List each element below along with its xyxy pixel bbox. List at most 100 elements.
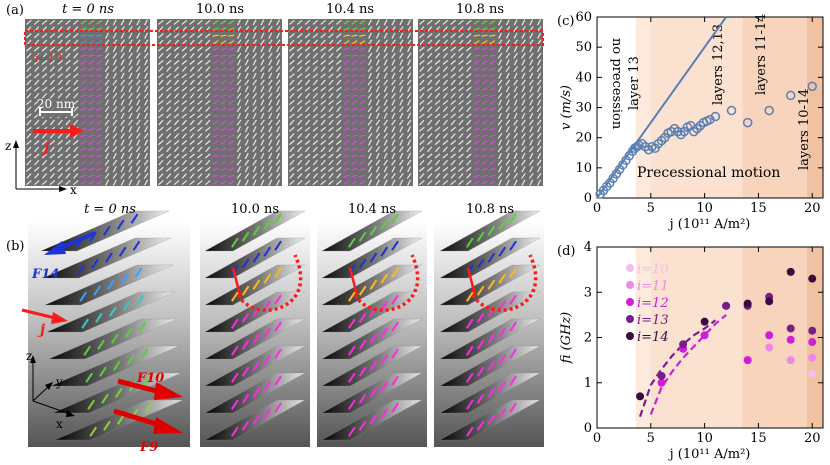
x-tick-label: 5 (647, 431, 655, 446)
region-label: layers 10-14 (797, 89, 812, 170)
legend-marker (626, 281, 634, 289)
legend-marker (626, 332, 634, 340)
legend-label: i=10 (637, 262, 669, 277)
x-tick-label: 10 (696, 431, 713, 446)
data-point (679, 340, 688, 349)
region-band (806, 17, 823, 198)
data-point (785, 90, 796, 101)
panel-label: (d) (557, 244, 575, 259)
region-label: layers 11-14 (754, 14, 769, 95)
data-point (786, 324, 795, 333)
layer-label: i=13 (35, 52, 62, 65)
region-band (650, 247, 743, 428)
data-point (765, 331, 774, 340)
fit-line (596, 16, 727, 199)
region-band (742, 17, 807, 198)
y-tick-label: 2 (584, 331, 592, 346)
current-label-b: j (37, 322, 45, 338)
data-point (786, 356, 795, 365)
panel-b-time-3: 10.8 ns (466, 202, 514, 217)
data-point (726, 105, 737, 116)
y-tick-label: 10 (575, 161, 592, 176)
legend-marker (626, 298, 634, 306)
y-tick-label: 1 (584, 376, 592, 391)
axis-y-b (32, 385, 50, 402)
y-tick-label: 50 (575, 40, 592, 55)
force-label-14: F14 (31, 267, 59, 282)
x-tick-label: 15 (750, 201, 767, 216)
x-axis-label: j (10¹¹ A/m²) (668, 217, 751, 232)
x-tick-label: 10 (696, 201, 713, 216)
current-label-a: j (41, 140, 49, 156)
axis-x-label-a: x (70, 183, 77, 197)
panel-a-time-0: t = 0 ns (62, 2, 114, 17)
x-tick-label: 0 (593, 431, 601, 446)
data-point (808, 353, 817, 362)
data-point (764, 105, 774, 116)
region-label: layers 12,13 (711, 24, 726, 105)
panel-b-time-2: 10.4 ns (348, 202, 396, 217)
axis-y-label-b: y (55, 375, 63, 389)
data-point (765, 297, 774, 306)
scale-bar-label: 20 nm (37, 97, 76, 111)
force-arrow-9 (113, 408, 161, 428)
force-label-10: F10 (136, 371, 164, 386)
current-arrow-b (21, 308, 56, 320)
data-point (808, 326, 817, 335)
y-axis-label: fi (GHz) (559, 312, 574, 365)
force-arrow-10 (117, 378, 161, 395)
x-tick-label: 5 (647, 201, 655, 216)
legend-label: i=14 (637, 330, 669, 345)
y-axis-label: v (m/s) (559, 85, 574, 130)
data-point (700, 331, 709, 340)
panel-b-time-0: t = 0 ns (84, 202, 136, 217)
panel-a-time-1: 10.0 ns (196, 2, 244, 17)
region-band (650, 17, 743, 198)
y-tick-label: 60 (575, 10, 592, 25)
y-tick-label: 40 (575, 70, 592, 85)
force-arrow-14 (57, 231, 96, 251)
legend-marker (626, 315, 634, 323)
data-point (657, 371, 666, 380)
fit-curve (639, 319, 717, 418)
y-tick-label: 0 (584, 421, 592, 436)
region-band (635, 247, 651, 428)
region-label: layer 13 (627, 56, 642, 110)
data-point (657, 378, 666, 387)
data-point (765, 343, 774, 352)
region-band (742, 247, 807, 428)
data-point (636, 392, 645, 401)
data-point (808, 369, 817, 378)
panel-a-time-3: 10.8 ns (456, 2, 504, 17)
region-label: no precession (609, 38, 624, 130)
legend-marker (626, 264, 634, 272)
x-tick-label: 20 (804, 431, 821, 446)
data-point (807, 81, 817, 92)
panel-b: (b) t = 0 ns 10.0 ns 10.4 ns 10.8 ns F14… (6, 202, 544, 455)
x-tick-label: 20 (804, 201, 821, 216)
legend-label: i=13 (637, 313, 669, 328)
data-point (710, 111, 721, 122)
data-point (705, 114, 715, 125)
panel-label: (c) (557, 14, 574, 29)
data-point (808, 338, 817, 347)
chart-d: 0 5 10 15 20 0 1 2 3 4 j (10¹¹ A/m²) fi (GHz) (d) i=1… (557, 240, 824, 462)
layer-highlight-box (24, 30, 544, 46)
axis-x-b (32, 400, 71, 415)
data-point (743, 299, 752, 308)
panel-b-time-1: 10.0 ns (231, 202, 279, 217)
legend-label: i=11 (637, 279, 669, 294)
force-label-9: F9 (139, 440, 158, 455)
x-tick-label: 0 (593, 201, 601, 216)
panel-a-time-2: 10.4 ns (326, 2, 374, 17)
axis-z-label-b: z (26, 349, 32, 363)
data-point (722, 301, 731, 310)
y-tick-label: 3 (584, 285, 592, 300)
panel-b-label: (b) (6, 239, 24, 254)
axis-z-label-a: z (5, 139, 11, 153)
data-point (808, 274, 817, 283)
data-point (786, 335, 795, 344)
region-label-precessional: Precessional motion (637, 165, 780, 181)
x-tick-label: 15 (750, 431, 767, 446)
